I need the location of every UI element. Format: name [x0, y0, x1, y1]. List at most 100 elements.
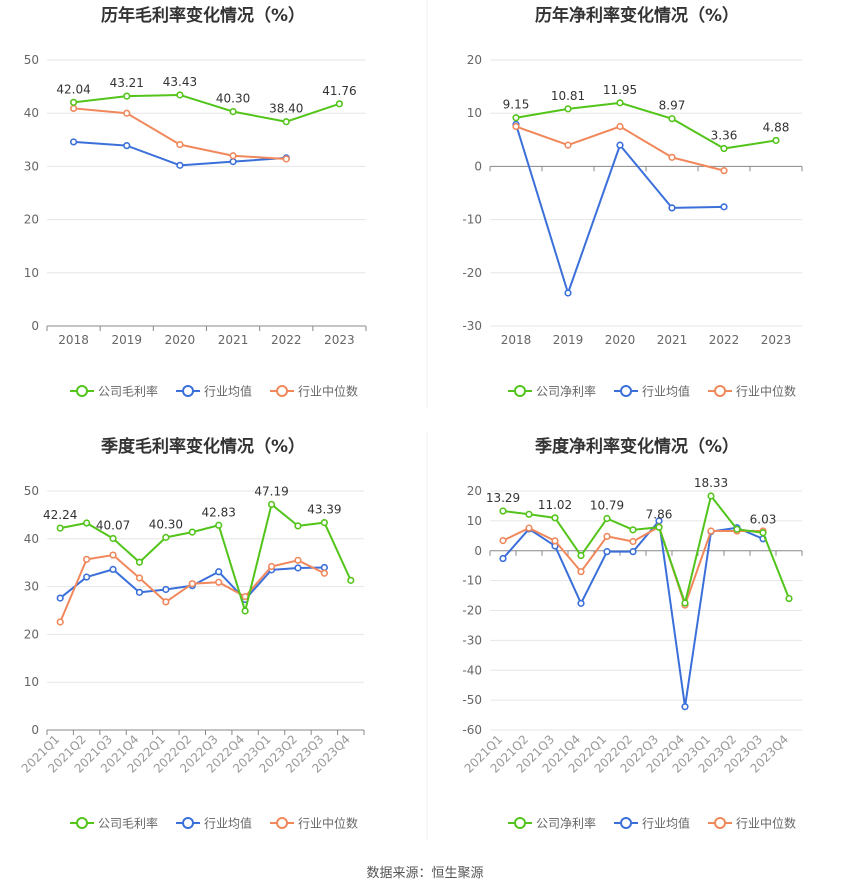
data-point-industry-median — [162, 598, 170, 606]
data-point-industry-median — [512, 122, 520, 131]
legend-label: 公司净利率 — [536, 384, 596, 399]
data-point-industry-median — [56, 618, 64, 626]
y-tick-label: -30 — [462, 633, 482, 647]
data-point-company — [56, 524, 64, 532]
data-point-company — [135, 558, 144, 566]
x-tick-label: 2019 — [553, 333, 584, 347]
data-point-industry-avg — [176, 161, 184, 169]
data-label: 40.30 — [149, 517, 183, 531]
y-tick-label: 40 — [24, 106, 39, 120]
data-point-industry-median — [241, 593, 249, 601]
legend-marker-icon — [714, 385, 727, 397]
legend-marker-icon — [182, 817, 195, 829]
data-label: 42.04 — [56, 82, 90, 96]
legend-marker-icon — [714, 817, 727, 829]
data-point-industry-median — [577, 568, 585, 576]
data-point-industry-avg — [577, 599, 585, 607]
data-point-industry-median — [282, 155, 290, 163]
x-tick-label: 2020 — [165, 333, 196, 347]
data-point-industry-avg — [215, 568, 223, 576]
data-label: 9.15 — [503, 98, 530, 112]
x-tick-label: 2021 — [657, 333, 688, 347]
legend-marker-icon — [276, 817, 289, 829]
data-point-company — [668, 115, 676, 123]
data-point-company — [655, 523, 663, 531]
legend-label: 公司净利率 — [536, 816, 596, 831]
data-point-company — [215, 521, 223, 529]
data-point-company — [294, 522, 302, 530]
data-label: 43.21 — [110, 76, 144, 90]
data-point-industry-median — [525, 524, 533, 532]
series-line-company — [515, 101, 777, 150]
y-tick-label: 30 — [24, 580, 39, 594]
y-tick-label: 10 — [467, 106, 482, 120]
x-tick-label: 2018 — [501, 333, 532, 347]
x-tick-label: 2018 — [58, 333, 89, 347]
data-point-industry-avg — [681, 703, 689, 711]
data-point-industry-avg — [720, 203, 728, 211]
data-point-company — [109, 534, 117, 543]
data-label: 42.24 — [43, 508, 77, 522]
data-point-company — [188, 528, 196, 536]
legend-label: 行业中位数 — [298, 384, 358, 399]
data-point-industry-median — [188, 580, 196, 588]
data-label: 38.40 — [269, 102, 303, 116]
data-point-company — [267, 500, 276, 509]
y-tick-label: -10 — [462, 213, 482, 227]
data-label: 40.07 — [96, 518, 130, 532]
data-point-industry-avg — [162, 585, 170, 594]
data-point-industry-avg — [123, 142, 131, 150]
data-point-industry-avg — [668, 204, 676, 212]
y-tick-label: 20 — [467, 484, 482, 498]
data-point-company — [229, 108, 237, 116]
data-point-company — [733, 525, 741, 533]
data-point-company — [785, 594, 793, 603]
legend-marker-icon — [620, 385, 633, 397]
legend-marker-icon — [76, 817, 88, 829]
chart-title: 季度净利率变化情况（%） — [535, 436, 739, 457]
data-point-company — [707, 492, 715, 500]
data-point-company — [69, 98, 78, 106]
legend-label: 行业均值 — [204, 816, 252, 831]
x-tick-label: 2023 — [324, 333, 355, 347]
data-label: 4.88 — [763, 120, 790, 134]
data-label: 10.81 — [551, 89, 585, 103]
y-tick-label: -20 — [462, 266, 482, 280]
y-tick-label: 50 — [24, 484, 39, 498]
data-label: 8.97 — [659, 99, 686, 113]
series-line-industry-avg — [515, 124, 725, 295]
data-point-industry-median — [109, 551, 117, 559]
x-tick-label: 2019 — [111, 333, 142, 347]
data-label: 40.30 — [216, 92, 250, 106]
data-point-industry-median — [720, 167, 728, 175]
chart-title: 季度毛利率变化情况（%） — [101, 436, 305, 457]
legend-label: 行业均值 — [642, 816, 690, 831]
data-label: 18.33 — [694, 476, 728, 490]
x-tick-label: 2021 — [218, 333, 249, 347]
data-point-industry-avg — [229, 158, 237, 166]
data-point-industry-avg — [564, 289, 572, 297]
data-label: 11.02 — [538, 498, 572, 512]
data-point-company — [525, 510, 533, 518]
legend-label: 行业均值 — [642, 384, 690, 399]
data-point-company — [772, 136, 780, 145]
data-point-industry-median — [616, 122, 624, 131]
data-point-industry-avg — [616, 141, 624, 149]
y-tick-label: 0 — [31, 319, 39, 333]
y-tick-label: -60 — [462, 723, 482, 737]
legend-marker-icon — [514, 385, 526, 397]
y-tick-label: -30 — [462, 319, 482, 333]
data-label: 43.43 — [163, 75, 197, 89]
data-point-company — [83, 519, 91, 527]
data-point-industry-median — [603, 532, 611, 541]
y-tick-label: 10 — [467, 514, 482, 528]
y-tick-label: 40 — [24, 532, 39, 546]
y-tick-label: 10 — [24, 675, 39, 689]
data-point-industry-avg — [56, 594, 64, 602]
data-point-industry-median — [176, 140, 184, 149]
legend-marker-icon — [514, 817, 526, 829]
data-point-industry-avg — [629, 548, 637, 556]
data-point-company — [564, 105, 572, 113]
legend-marker-icon — [276, 385, 289, 397]
